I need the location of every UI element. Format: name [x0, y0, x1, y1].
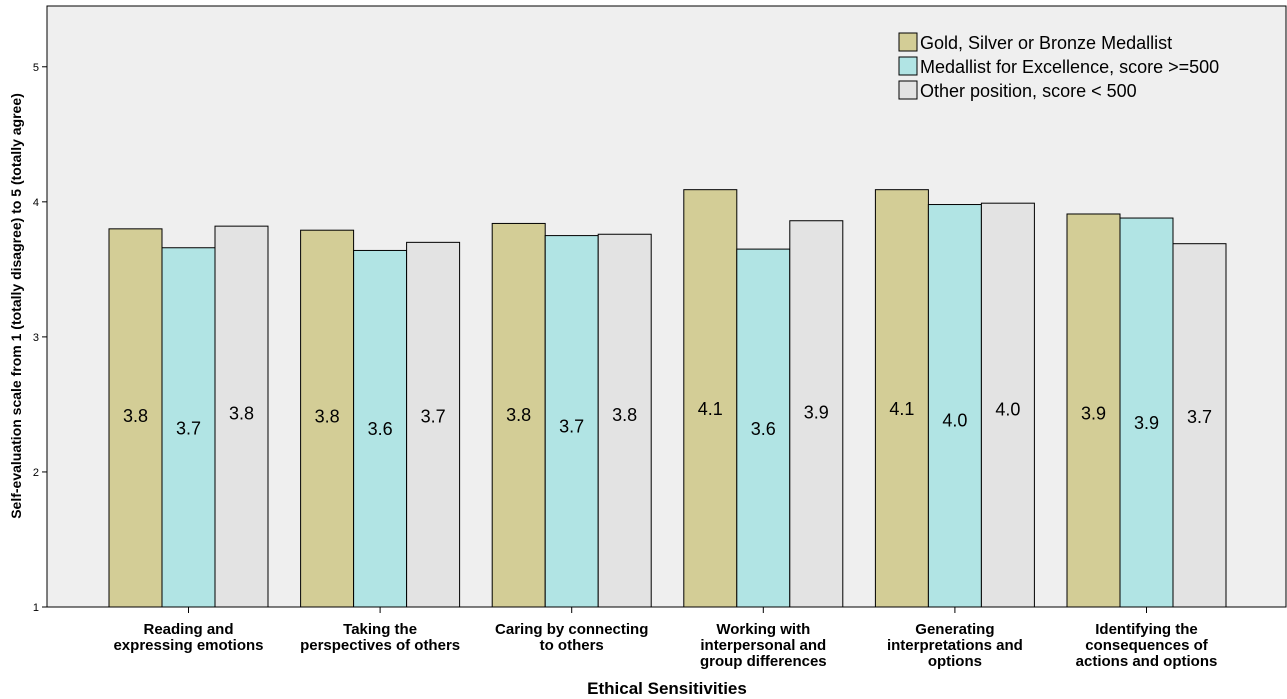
data-label: 4.1 — [698, 399, 723, 419]
data-label: 4.1 — [889, 399, 914, 419]
data-label: 3.7 — [421, 407, 446, 427]
bar — [161, 247, 216, 608]
data-label: 4.0 — [995, 399, 1020, 419]
legend-label: Gold, Silver or Bronze Medallist — [920, 33, 1172, 53]
data-label: 3.8 — [315, 406, 340, 426]
data-label: 3.7 — [559, 416, 584, 436]
bar — [353, 249, 408, 608]
data-label: 3.7 — [1187, 407, 1212, 427]
bar — [491, 222, 546, 608]
data-label: 3.8 — [123, 406, 148, 426]
y-tick-label: 1 — [33, 602, 39, 614]
data-label: 3.8 — [229, 404, 254, 424]
y-axis-title: Self-evaluation scale from 1 (totally di… — [8, 93, 24, 519]
y-tick-label: 3 — [33, 332, 39, 344]
y-axis: 1 2 3 4 5 — [33, 62, 47, 614]
data-label: 3.6 — [368, 419, 393, 439]
data-label: 4.0 — [942, 411, 967, 431]
data-label: 3.8 — [506, 405, 531, 425]
x-tick-label: Identifying the consequences of actions an… — [1076, 621, 1218, 670]
x-tick-label: Taking the perspectives of others — [300, 621, 460, 654]
bar — [1066, 213, 1121, 608]
legend-swatch — [898, 32, 918, 52]
legend-swatch — [898, 80, 918, 100]
x-axis: Reading and expressing emotions Taking the… — [113, 607, 1217, 670]
data-label: 3.6 — [751, 419, 776, 439]
x-tick-label: Working with interpersonal and group diffe… — [700, 621, 827, 670]
legend-swatch — [898, 56, 918, 76]
data-label: 3.8 — [612, 405, 637, 425]
bar — [1119, 217, 1174, 608]
data-label: 3.9 — [1081, 403, 1106, 423]
bar — [927, 204, 982, 608]
data-label: 3.7 — [176, 419, 201, 439]
data-label: 3.9 — [804, 403, 829, 423]
legend-label: Medallist for Excellence, score >=500 — [920, 57, 1219, 77]
y-tick-label: 2 — [33, 467, 39, 479]
bar — [980, 202, 1035, 608]
bar-labels-group: 3.8 3.7 3.8 3.8 3.6 3.7 3.8 3.7 3.8 4.1 3.6 3.9 4.1 4… — [123, 399, 1212, 439]
bar — [406, 241, 461, 608]
x-axis-title: Ethical Sensitivities — [587, 679, 747, 698]
bar — [300, 229, 355, 608]
legend: Gold, Silver or Bronze Medallist Medallis… — [898, 32, 1219, 101]
data-label: 3.9 — [1134, 413, 1159, 433]
bar — [874, 189, 929, 608]
bar — [214, 225, 269, 608]
legend-label: Other position, score < 500 — [920, 81, 1137, 101]
x-tick-label: Caring by connecting to others — [495, 621, 648, 654]
bar — [597, 233, 652, 608]
bar — [1172, 243, 1227, 608]
bar — [789, 220, 844, 608]
bar — [736, 248, 791, 608]
y-tick-label: 4 — [33, 197, 39, 209]
bar — [108, 228, 163, 608]
y-tick-label: 5 — [33, 62, 39, 74]
bars-group — [108, 189, 1227, 608]
x-tick-label: Reading and expressing emotions — [113, 621, 263, 654]
x-tick-label: Generating interpretations and options — [887, 621, 1023, 670]
